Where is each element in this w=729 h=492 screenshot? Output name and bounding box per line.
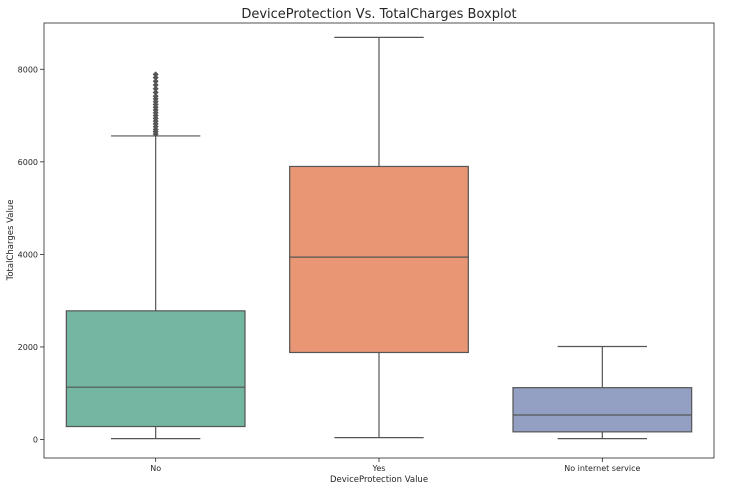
y-tick-label: 4000 [18,250,38,259]
y-tick-label: 8000 [18,65,38,74]
box-iqr [512,387,693,433]
x-tick-label: No internet service [564,464,640,473]
y-tick-label: 6000 [18,158,38,167]
box-iqr [289,165,469,354]
y-tick-label: 2000 [18,343,38,352]
x-tick-label: Yes [372,464,386,473]
y-tick-label: 0 [33,435,38,444]
box-iqr [65,310,246,428]
outlier-point [152,71,159,78]
y-axis-label: TotalCharges Value [6,200,16,282]
chart-title: DeviceProtection Vs. TotalCharges Boxplo… [241,7,516,22]
x-axis-label: DeviceProtection Value [330,475,428,485]
plot-area: 0 2000 4000 6000 8000 No Yes No internet servic… [18,22,715,473]
x-tick-label: No [150,464,161,473]
